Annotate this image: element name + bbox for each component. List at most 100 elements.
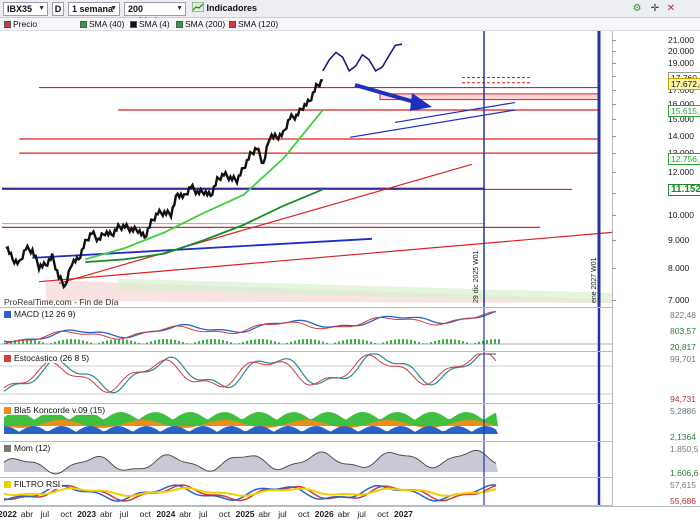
histogram-bar <box>194 342 196 344</box>
chevron-down-icon: ▼ <box>38 5 45 12</box>
histogram-bar <box>454 339 456 344</box>
histogram-bar <box>198 341 200 344</box>
histogram-bar <box>30 339 32 344</box>
indicator-line <box>3 486 497 497</box>
histogram-bar <box>210 339 212 344</box>
green-fan-area <box>118 278 612 303</box>
histogram-bar <box>250 339 252 344</box>
stochastic-chart[interactable] <box>0 352 612 404</box>
histogram-bar <box>334 342 336 344</box>
channel-line-upper <box>349 109 516 138</box>
period-label: 1 semana <box>72 4 114 14</box>
support-line-blue <box>32 237 373 259</box>
histogram-bar <box>446 339 448 344</box>
price-panel[interactable]: 29 dic 2025 W01 ene 2027 W01 ProRealTime.… <box>0 31 612 308</box>
histogram-bar <box>122 339 124 344</box>
histogram-bar <box>466 342 468 344</box>
swatch-icon <box>176 21 183 28</box>
indicator-icon <box>4 445 11 452</box>
histogram-bar <box>154 340 156 344</box>
rsi-filter-panel[interactable]: FILTRO RSI <box>0 478 612 506</box>
legend: Precio SMA (40) SMA (4) SMA (200) SMA (1… <box>0 18 700 31</box>
symbol-select[interactable]: IBX35 ▼ <box>3 2 48 16</box>
legend-label: SMA (200) <box>185 19 226 29</box>
histogram-bar <box>278 342 280 344</box>
projection-line <box>322 43 403 73</box>
histogram-bar <box>226 341 228 344</box>
momentum-panel[interactable]: Mom (12) <box>0 442 612 478</box>
histogram-bar <box>298 339 300 344</box>
settings-icon[interactable]: ⚙ <box>632 3 642 14</box>
units-select[interactable]: 200 unidades ▼ <box>124 2 186 26</box>
month-tick-label: jul <box>357 509 366 519</box>
close-icon[interactable]: ✕ <box>666 3 676 14</box>
histogram-bar <box>134 341 136 344</box>
indicator-icon <box>4 311 11 318</box>
indicators-button[interactable]: Indicadores <box>191 1 264 16</box>
price-tick-label: 20.000 <box>612 46 694 57</box>
year-tick-label: 2026 <box>314 509 334 519</box>
histogram-bar <box>42 342 44 344</box>
legend-label: SMA (40) <box>89 19 125 29</box>
histogram-bar <box>26 339 28 344</box>
legend-item-sma40[interactable]: SMA (40) <box>80 19 124 30</box>
swatch-icon <box>130 21 137 28</box>
price-tick-label: 14.000 <box>612 130 694 141</box>
macd-chart[interactable] <box>0 308 612 352</box>
price-value-label: 11.152,24 <box>668 184 700 197</box>
vertical-marker-label: ene 2027 W01 <box>591 257 598 303</box>
momentum-title-text: Mom (12) <box>14 443 51 453</box>
time-axis[interactable]: 2022 abr jul oct 2023 abr jul oct 2024 abr jul oct 2… <box>0 506 700 520</box>
year-tick-label: 2022 <box>0 509 17 519</box>
histogram-bar <box>426 343 428 344</box>
histogram-bar <box>394 339 396 344</box>
month-tick-label: jul <box>278 509 287 519</box>
rsi-filter-chart[interactable] <box>0 478 612 506</box>
chart-type-button[interactable]: D <box>52 2 64 16</box>
legend-item-sma120[interactable]: SMA (120) <box>229 19 278 30</box>
momentum-chart[interactable] <box>0 442 612 478</box>
legend-item-precio[interactable]: Precio <box>4 19 37 30</box>
histogram-bar <box>22 339 24 344</box>
indicator-icon <box>4 407 11 414</box>
legend-item-sma4[interactable]: SMA (4) <box>130 19 170 30</box>
histogram-bar <box>230 342 232 344</box>
stochastic-panel[interactable]: Estocástico (26 8 5) <box>0 352 612 404</box>
histogram-bar <box>350 339 352 344</box>
histogram-bar <box>166 339 168 344</box>
histogram-bar <box>326 342 328 344</box>
price-tick-label: 7.000 <box>611 294 690 305</box>
histogram-bar <box>342 340 344 344</box>
macd-panel[interactable]: MACD (12 26 9) <box>0 308 612 352</box>
indicator-value-label: 803,57 <box>668 326 698 336</box>
price-chart[interactable]: 29 dic 2025 W01 ene 2027 W01 <box>0 31 612 308</box>
indicator-value-label: 55,686 <box>668 496 698 506</box>
price-tick-label: 10.000 <box>612 210 694 221</box>
arrow-shaft <box>354 83 419 105</box>
histogram-bar <box>354 339 356 344</box>
histogram-bar <box>410 339 412 344</box>
histogram-bar <box>50 343 52 344</box>
koncorde-panel[interactable]: Bla5 Koncorde v.09 (15) <box>0 404 612 442</box>
histogram-bar <box>306 339 308 344</box>
histogram-bar <box>82 340 84 344</box>
month-tick-label: oct <box>377 509 389 519</box>
histogram-bar <box>130 340 132 344</box>
indicator-line <box>3 353 496 394</box>
histogram-bar <box>242 341 244 344</box>
period-select[interactable]: 1 semana ▼ <box>68 2 120 16</box>
month-tick-label: oct <box>139 509 151 519</box>
crosshair-icon[interactable]: ✛ <box>650 3 660 14</box>
legend-item-sma200[interactable]: SMA (200) <box>176 19 225 30</box>
momentum-title: Mom (12) <box>2 443 53 453</box>
koncorde-chart[interactable] <box>0 404 612 442</box>
histogram-bar <box>294 340 296 344</box>
histogram-bar <box>322 341 324 344</box>
histogram-bar <box>398 339 400 344</box>
histogram-bar <box>346 339 348 344</box>
histogram-bar <box>310 339 312 344</box>
price-value-label: 17.672,40 <box>668 77 700 90</box>
histogram-bar <box>146 342 148 344</box>
histogram-bar <box>214 339 216 344</box>
histogram-bar <box>62 339 64 344</box>
